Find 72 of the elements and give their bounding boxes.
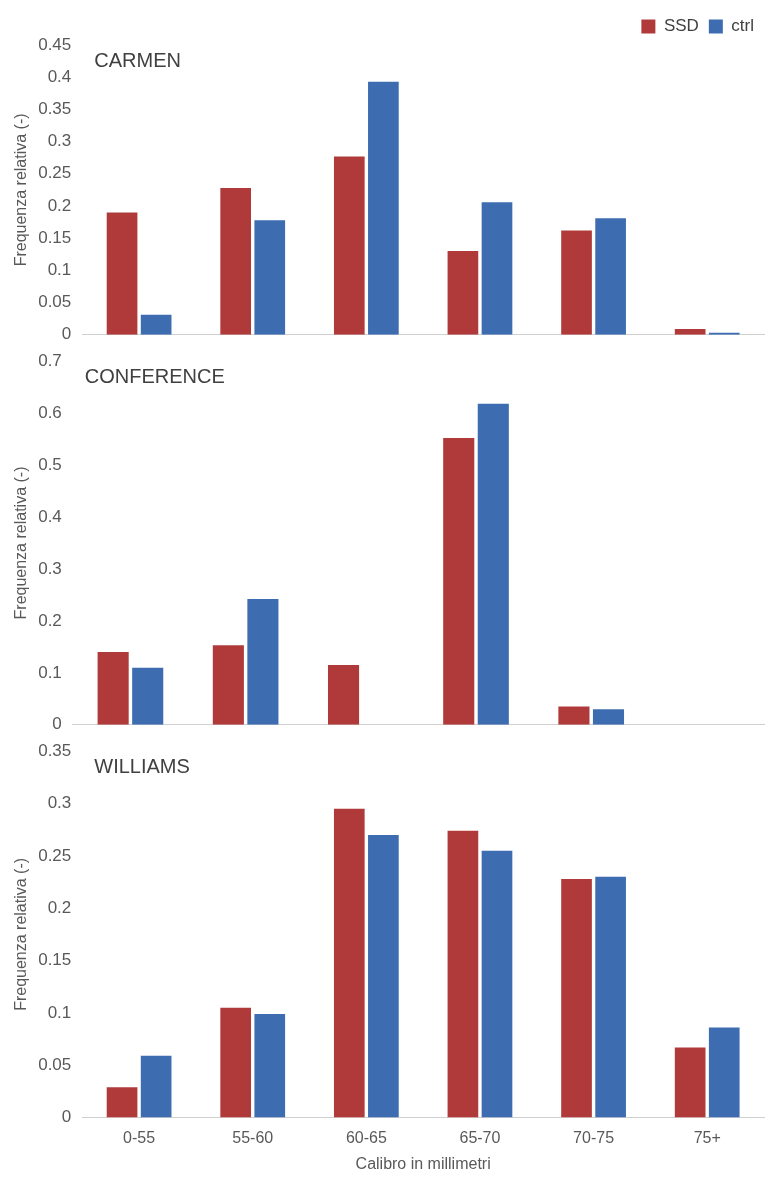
legend-label: ctrl [731, 16, 755, 36]
bar [561, 230, 592, 335]
y-tick-label: 0.3 [47, 793, 72, 813]
y-tick-label: 0.15 [38, 950, 72, 970]
legend-label: SSD [663, 16, 699, 36]
bar [674, 1047, 706, 1118]
y-tick-label: 0.05 [38, 292, 72, 312]
bar [447, 830, 479, 1118]
x-tick-label: 65-70 [459, 1128, 501, 1146]
y-tick-label: 0.3 [47, 131, 72, 151]
y-tick-label: 0.05 [38, 1054, 72, 1074]
bar [212, 645, 244, 725]
bar [333, 808, 365, 1118]
bar [132, 667, 164, 725]
bar [140, 314, 172, 335]
y-axis-title: Frequenza relativa (-) [12, 466, 30, 620]
y-tick-label: 0.4 [38, 506, 62, 526]
y-tick-label: 0.15 [38, 227, 72, 247]
bar [592, 709, 625, 725]
x-tick-label: 55-60 [232, 1128, 274, 1146]
bar [247, 599, 279, 725]
y-tick-label: 0.2 [47, 195, 72, 215]
bar [447, 251, 479, 335]
x-tick-label: 75+ [693, 1128, 721, 1146]
bar [481, 202, 513, 335]
y-tick-label: 0.3 [38, 558, 62, 578]
x-tick-label: 0-55 [123, 1128, 156, 1146]
bar [561, 878, 592, 1118]
x-axis-title: Calibro in millimetri [355, 1154, 491, 1172]
bar [140, 1055, 172, 1118]
bar [558, 706, 590, 725]
y-tick-label: 0.5 [38, 454, 62, 474]
y-tick-label: 0 [61, 324, 72, 344]
bar [254, 1013, 286, 1118]
y-tick-label: 0.7 [38, 350, 62, 370]
y-tick-label: 0.6 [38, 402, 62, 422]
chart-title: WILLIAMS [94, 754, 190, 777]
bar [481, 850, 513, 1118]
x-tick-label: 60-65 [345, 1128, 387, 1146]
bar [368, 834, 399, 1118]
y-axis-title: Frequenza relativa (-) [12, 857, 30, 1011]
bar [477, 403, 509, 725]
chart-title: CONFERENCE [84, 364, 225, 387]
y-tick-label: 0 [52, 714, 62, 734]
y-tick-label: 0.45 [38, 34, 72, 54]
y-tick-label: 0.1 [38, 662, 62, 682]
bar [97, 652, 129, 725]
y-tick-label: 0 [61, 1107, 72, 1127]
bar [327, 665, 360, 725]
bar [333, 156, 365, 335]
bar [368, 81, 399, 335]
y-tick-label: 0.35 [38, 99, 72, 119]
y-tick-label: 0.1 [47, 260, 72, 280]
bar [595, 218, 626, 335]
bar [106, 212, 138, 335]
y-tick-label: 0.1 [47, 1002, 72, 1022]
bar [708, 1027, 740, 1118]
bar [220, 187, 252, 335]
bar [254, 220, 286, 335]
bar [220, 1007, 252, 1118]
y-tick-label: 0.35 [38, 740, 72, 760]
y-tick-label: 0.4 [47, 66, 72, 86]
y-tick-label: 0.2 [38, 610, 62, 630]
y-tick-label: 0.25 [38, 845, 72, 865]
bar [106, 1087, 138, 1118]
bar [595, 876, 626, 1118]
chart-title: CARMEN [94, 48, 181, 71]
y-axis-title: Frequenza relativa (-) [12, 113, 30, 267]
y-tick-label: 0.25 [38, 163, 72, 183]
bar [443, 438, 475, 725]
x-tick-label: 70-75 [573, 1128, 615, 1146]
y-tick-label: 0.2 [47, 897, 72, 917]
